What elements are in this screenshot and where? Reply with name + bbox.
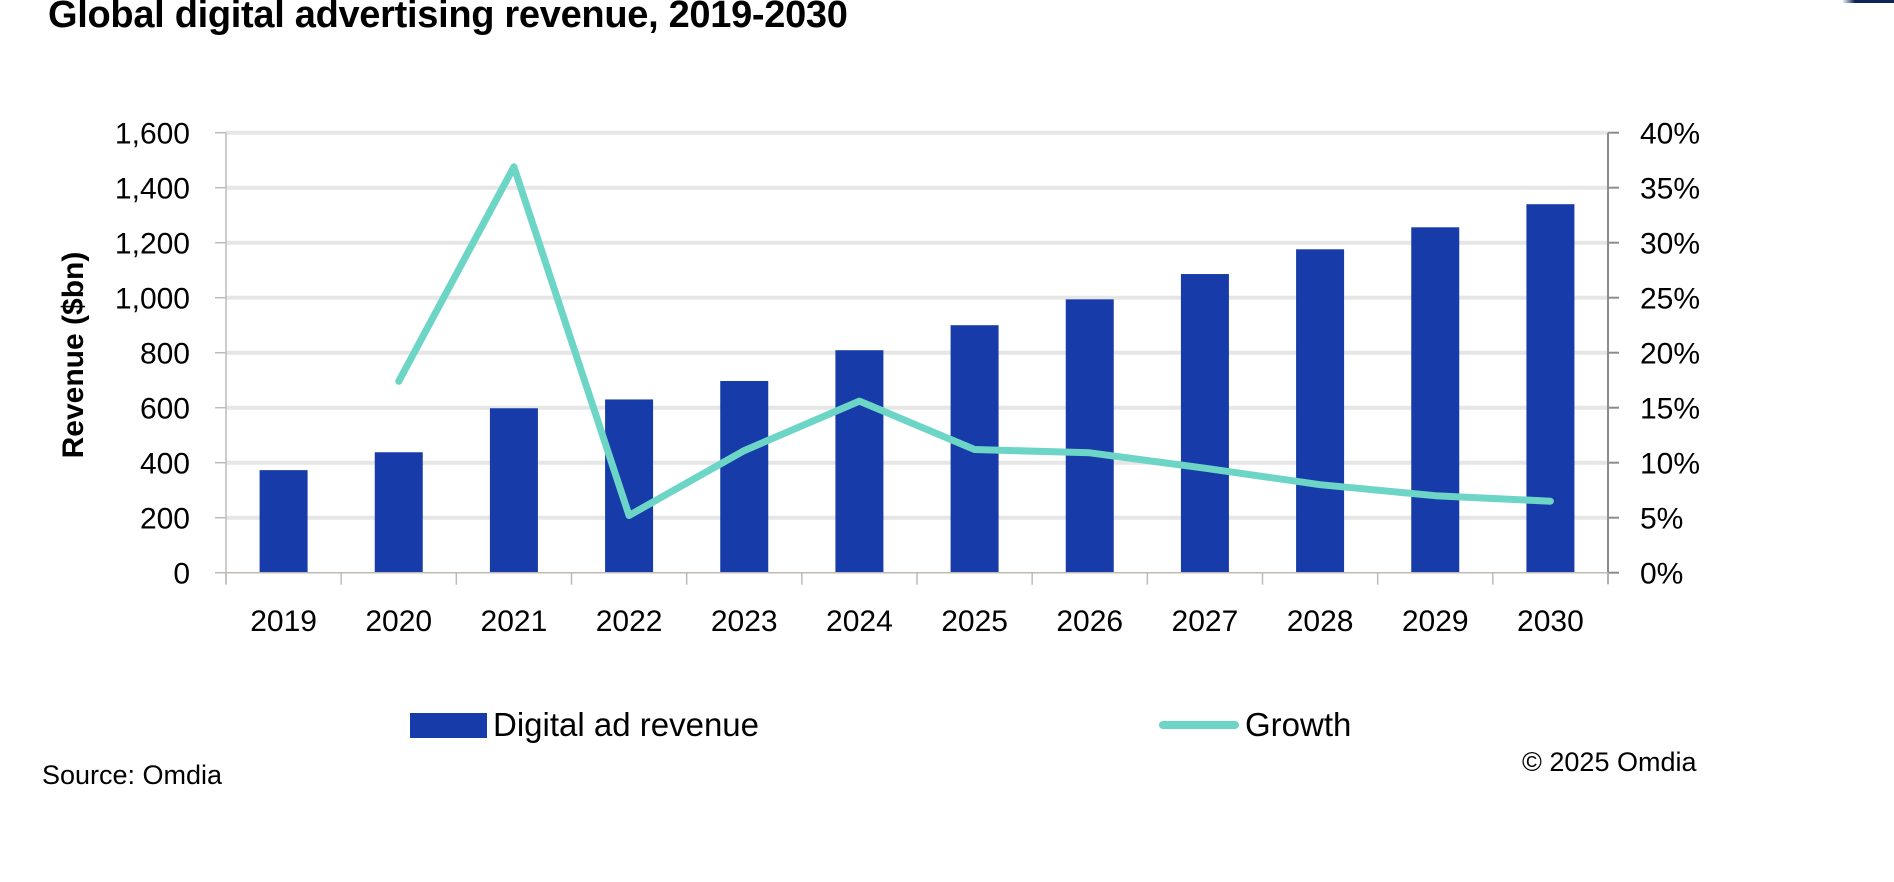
- bar-2023: [720, 381, 769, 573]
- growth-series: [395, 163, 1554, 519]
- y-tick-label-left: 1,000: [115, 283, 190, 316]
- chart-canvas: 0 200 400 600 800 1,000 1,200 1,400 1,600 0% 5% 10%…: [57, 118, 1700, 638]
- legend-bar-swatch: [410, 712, 487, 738]
- y-tick-label-left: 1,400: [115, 173, 190, 206]
- x-tick-label: 2025: [941, 605, 1008, 638]
- y-tick-label-right: 0%: [1640, 558, 1683, 591]
- y-tick-label-left: 1,200: [115, 228, 190, 261]
- chart-title: Global digital advertising revenue, 2019…: [48, 0, 848, 36]
- legend-label-growth: Growth: [1245, 706, 1352, 743]
- corner-accent-bar: [1842, 0, 1894, 3]
- bar-2020: [374, 452, 423, 573]
- legend-label-revenue: Digital ad revenue: [493, 706, 759, 743]
- x-tick-label: 2030: [1517, 605, 1584, 638]
- bar-2027: [1180, 274, 1229, 573]
- x-tick-label: 2029: [1402, 605, 1469, 638]
- bar-2026: [1065, 299, 1114, 573]
- x-tick-label: 2023: [711, 605, 778, 638]
- bar-2019: [259, 470, 308, 573]
- bar-2029: [1411, 227, 1460, 573]
- y-tick-label-right: 15%: [1640, 393, 1700, 426]
- y-tick-label-right: 35%: [1640, 173, 1700, 206]
- gridlines: [226, 130, 1608, 520]
- x-tick-label: 2024: [826, 605, 893, 638]
- legend-item-revenue: Digital ad revenue: [410, 706, 759, 744]
- legend-line-swatch: [1159, 721, 1239, 729]
- legend-item-growth: Growth: [1159, 706, 1351, 744]
- bar-2021: [489, 408, 538, 573]
- y-tick-label-right: 30%: [1640, 228, 1700, 261]
- y-tick-label-right: 40%: [1640, 118, 1700, 151]
- y-tick-label-right: 25%: [1640, 283, 1700, 316]
- copyright-note: © 2025 Omdia: [1522, 747, 1697, 777]
- x-tick-label: 2027: [1172, 605, 1239, 638]
- y-tick-label-left: 600: [140, 393, 190, 426]
- x-tick-label: 2020: [365, 605, 432, 638]
- y-axis-title: Revenue ($bn): [57, 252, 90, 459]
- y-tick-label-left: 800: [140, 338, 190, 371]
- x-tick-label: 2019: [250, 605, 317, 638]
- tick-labels: 0 200 400 600 800 1,000 1,200 1,400 1,600 0% 5% 10%…: [115, 118, 1700, 638]
- x-tick-label: 2022: [596, 605, 663, 638]
- x-tick-label: 2021: [481, 605, 548, 638]
- source-note: Source: Omdia: [42, 760, 223, 790]
- y-tick-label-right: 20%: [1640, 338, 1700, 371]
- y-tick-label-left: 400: [140, 448, 190, 481]
- bar-2028: [1296, 249, 1345, 573]
- bar-2024: [835, 350, 884, 573]
- y-tick-label-left: 1,600: [115, 118, 190, 151]
- bar-2030: [1526, 204, 1575, 573]
- bar-series: [259, 204, 1575, 573]
- axes: [215, 131, 1619, 585]
- y-tick-label-left: 0: [173, 558, 190, 591]
- x-tick-label: 2026: [1056, 605, 1123, 638]
- bar-2022: [605, 399, 654, 573]
- x-tick-label: 2028: [1287, 605, 1354, 638]
- y-tick-label-right: 5%: [1640, 503, 1683, 536]
- y-tick-label-right: 10%: [1640, 448, 1700, 481]
- y-tick-label-left: 200: [140, 503, 190, 536]
